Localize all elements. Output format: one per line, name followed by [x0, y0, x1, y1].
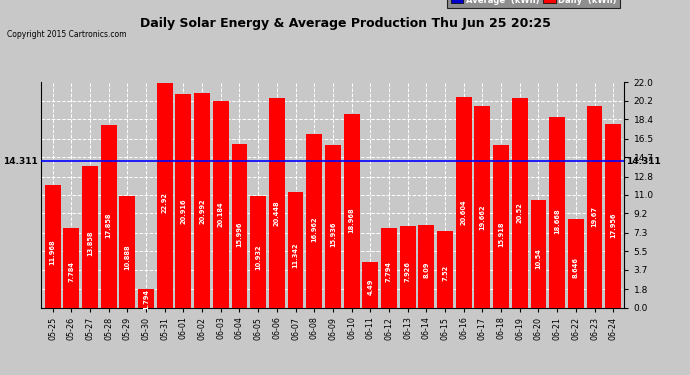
Text: 4.49: 4.49 [367, 279, 373, 295]
Bar [175, 94, 191, 308]
Bar [418, 225, 434, 308]
Bar [157, 73, 172, 308]
Text: 17.858: 17.858 [106, 213, 112, 238]
Bar [605, 124, 621, 308]
Text: 20.52: 20.52 [517, 202, 523, 223]
Bar [344, 114, 359, 308]
Text: 20.448: 20.448 [274, 201, 280, 226]
Text: 13.858: 13.858 [87, 231, 93, 256]
Bar [362, 262, 378, 308]
Bar [568, 219, 584, 308]
Text: 15.996: 15.996 [237, 221, 242, 247]
Text: 18.968: 18.968 [348, 207, 355, 233]
Bar [306, 134, 322, 308]
Bar [381, 228, 397, 308]
Bar [586, 106, 602, 308]
Legend: Average  (kWh), Daily  (kWh): Average (kWh), Daily (kWh) [447, 0, 620, 8]
Bar [250, 196, 266, 308]
Bar [512, 98, 528, 308]
Text: 11.968: 11.968 [50, 240, 56, 265]
Bar [269, 98, 285, 308]
Bar [101, 125, 117, 308]
Text: 15.918: 15.918 [498, 222, 504, 247]
Text: 17.956: 17.956 [610, 212, 616, 238]
Bar [82, 166, 98, 308]
Bar [475, 106, 491, 308]
Text: 19.67: 19.67 [591, 207, 598, 228]
Bar [288, 192, 304, 308]
Text: 14.311: 14.311 [627, 157, 661, 166]
Bar [45, 185, 61, 308]
Bar [493, 145, 509, 308]
Text: 8.646: 8.646 [573, 257, 579, 278]
Text: 10.932: 10.932 [255, 244, 262, 270]
Text: 15.936: 15.936 [330, 221, 336, 247]
Text: 22.92: 22.92 [161, 192, 168, 213]
Text: 20.604: 20.604 [461, 200, 466, 225]
Text: 8.09: 8.09 [424, 262, 429, 279]
Text: Copyright 2015 Cartronics.com: Copyright 2015 Cartronics.com [7, 30, 126, 39]
Text: 19.662: 19.662 [480, 204, 486, 230]
Bar [549, 117, 565, 308]
Bar [138, 289, 154, 308]
Text: 1.794: 1.794 [143, 289, 149, 310]
Text: 11.342: 11.342 [293, 243, 299, 268]
Bar [325, 144, 341, 308]
Text: 16.962: 16.962 [311, 217, 317, 242]
Text: 18.668: 18.668 [554, 209, 560, 234]
Bar [63, 228, 79, 308]
Bar [456, 97, 472, 308]
Text: 7.794: 7.794 [386, 261, 392, 282]
Text: 10.54: 10.54 [535, 249, 542, 269]
Text: 20.916: 20.916 [180, 198, 186, 224]
Bar [232, 144, 248, 308]
Text: 20.184: 20.184 [218, 202, 224, 227]
Text: Daily Solar Energy & Average Production Thu Jun 25 20:25: Daily Solar Energy & Average Production … [139, 17, 551, 30]
Text: 14.311: 14.311 [3, 157, 38, 166]
Bar [213, 101, 229, 308]
Text: 7.784: 7.784 [68, 261, 75, 282]
Bar [400, 226, 415, 308]
Text: 10.888: 10.888 [124, 244, 130, 270]
Text: 7.52: 7.52 [442, 265, 448, 281]
Bar [119, 196, 135, 308]
Bar [194, 93, 210, 308]
Bar [531, 200, 546, 308]
Text: 7.926: 7.926 [404, 261, 411, 282]
Bar [437, 231, 453, 308]
Text: 20.992: 20.992 [199, 198, 205, 224]
